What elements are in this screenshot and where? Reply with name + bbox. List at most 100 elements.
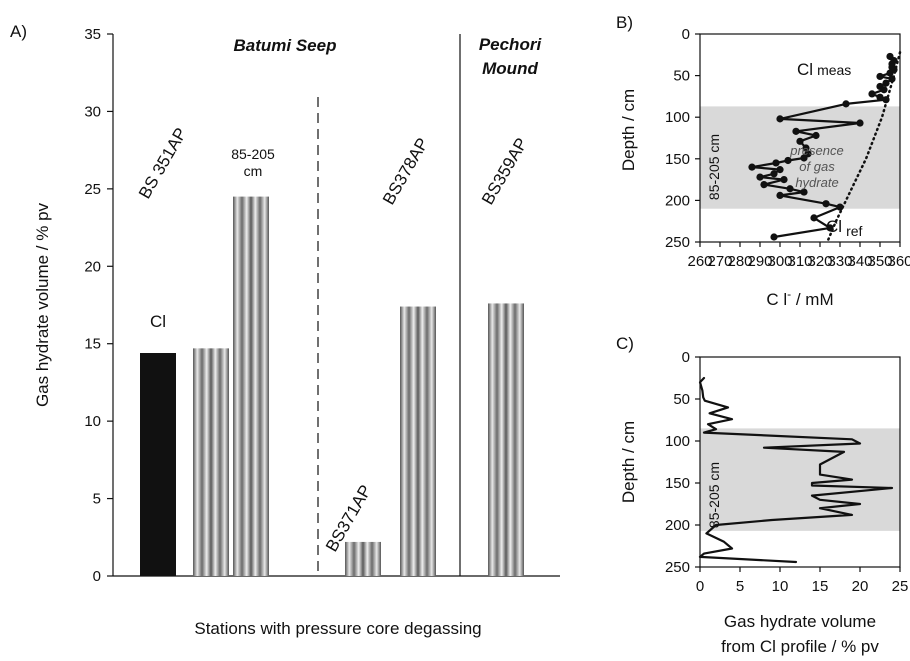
panel-c-frame (699, 356, 901, 568)
data-point (796, 137, 804, 145)
x-tick-label: 290 (747, 253, 772, 270)
data-point (882, 79, 890, 87)
site-label-pechori-1: Pechori (479, 35, 543, 54)
data-point (880, 86, 888, 94)
reference-curve (826, 51, 902, 242)
data-point (876, 72, 884, 81)
x-tick-label: 10 (772, 578, 789, 595)
data-point (792, 127, 800, 135)
data-line (698, 376, 894, 564)
panel-c-label: C) (616, 334, 634, 353)
panel-b-y-label: Depth / cm (619, 89, 638, 171)
panel-b-label: B) (616, 13, 633, 32)
panel-a-bars (140, 196, 524, 576)
panel-c-y-label: Depth / cm (619, 421, 638, 503)
panel-c-series (698, 376, 894, 564)
cl-ref-label: Cl ref (826, 217, 863, 239)
y-tick-label: 250 (665, 234, 690, 251)
x-tick-label: 310 (787, 253, 812, 270)
y-tick-label: 15 (84, 336, 101, 353)
data-point (856, 119, 864, 127)
y-tick-label: 10 (84, 413, 101, 430)
x-tick-label: 360 (887, 253, 910, 270)
presence-label-1: presence (789, 143, 843, 158)
data-point (776, 191, 784, 200)
data-point (812, 131, 820, 140)
x-tick-label: 280 (727, 253, 752, 270)
y-tick-label: 250 (665, 559, 690, 576)
x-tick-label: 320 (807, 253, 832, 270)
x-tick-label: 340 (847, 253, 872, 270)
bar-label-depth-1: 85-205 (231, 146, 275, 162)
data-point (770, 233, 778, 241)
y-tick-label: 0 (93, 568, 101, 585)
site-label-batumi: Batumi Seep (234, 36, 337, 55)
x-tick-label: 270 (707, 253, 732, 270)
bar (193, 348, 229, 576)
y-tick-label: 100 (665, 433, 690, 450)
bar (345, 541, 381, 576)
panel-b: B) 0501001502002502602702802903003103203… (616, 13, 910, 309)
panel-b-ticks: 0501001502002502602702802903003103203303… (665, 26, 910, 270)
site-label-pechori-2: Mound (482, 59, 538, 78)
data-point (868, 90, 876, 98)
panel-c-ticks: 0 50 100 150 200 250 0 5 10 15 20 25 (665, 349, 908, 595)
y-tick-label: 20 (84, 258, 101, 275)
x-tick-label: 25 (892, 578, 909, 595)
panel-a-y-label: Gas hydrate volume / % pv (33, 202, 52, 407)
data-point (802, 144, 810, 152)
panel-a: A) 0 5 10 15 20 25 30 35 Batumi Seep Pechori Mo… (10, 22, 560, 638)
panel-c-x-label-2: from Cl profile / % pv (721, 637, 879, 656)
y-tick-label: 0 (682, 26, 690, 43)
data-point (756, 173, 764, 181)
x-tick-label: 15 (812, 578, 829, 595)
data-point (786, 185, 794, 193)
x-tick-label: 0 (696, 578, 704, 595)
data-point (822, 200, 830, 208)
station-label-bs351ap: BS 351AP (135, 125, 191, 202)
bar (400, 306, 436, 576)
y-tick-label: 150 (665, 475, 690, 492)
y-tick-label: 35 (84, 26, 101, 43)
y-tick-label: 200 (665, 517, 690, 534)
y-tick-label: 25 (84, 181, 101, 198)
data-point (810, 214, 818, 222)
cl-meas-label: Cl meas (797, 60, 851, 79)
panel-a-x-label: Stations with pressure core degassing (194, 619, 481, 638)
data-point (770, 170, 778, 178)
presence-label-2: of gas (799, 159, 835, 174)
data-point (876, 93, 884, 101)
bar (488, 303, 524, 576)
x-tick-label: 260 (687, 253, 712, 270)
y-tick-label: 50 (673, 68, 690, 85)
y-tick-label: 0 (682, 349, 690, 366)
panel-b-series (748, 51, 902, 242)
x-tick-label: 300 (767, 253, 792, 270)
panel-b-x-label: C l- / mM (766, 287, 833, 309)
panel-c: C) 0 50 100 150 200 250 0 5 10 15 20 25 85-205 cm D… (616, 334, 908, 656)
x-tick-label: 350 (867, 253, 892, 270)
panel-c-shade-label: 85-205 cm (706, 462, 722, 528)
panel-b-frame (699, 33, 901, 243)
data-point (836, 203, 844, 211)
data-point (748, 163, 756, 171)
panel-c-shaded-region (700, 428, 900, 531)
data-point (760, 180, 768, 189)
data-point (776, 115, 784, 123)
bar (233, 196, 269, 576)
panel-b-shade-label: 85-205 cm (706, 134, 722, 200)
y-tick-label: 50 (673, 391, 690, 408)
data-point (784, 156, 792, 165)
panel-a-label: A) (10, 22, 27, 41)
x-tick-label: 330 (827, 253, 852, 270)
panel-c-x-label-1: Gas hydrate volume (724, 612, 876, 631)
data-point (886, 69, 894, 77)
bar-label-depth-2: cm (244, 163, 263, 179)
x-tick-label: 5 (736, 578, 744, 595)
bar-label-cl: Cl (150, 312, 166, 331)
panel-a-y-ticks: 0 5 10 15 20 25 30 35 (84, 26, 113, 585)
data-point (800, 154, 808, 162)
station-label-bs359ap: BS359AP (478, 135, 531, 208)
x-tick-label: 20 (852, 578, 869, 595)
